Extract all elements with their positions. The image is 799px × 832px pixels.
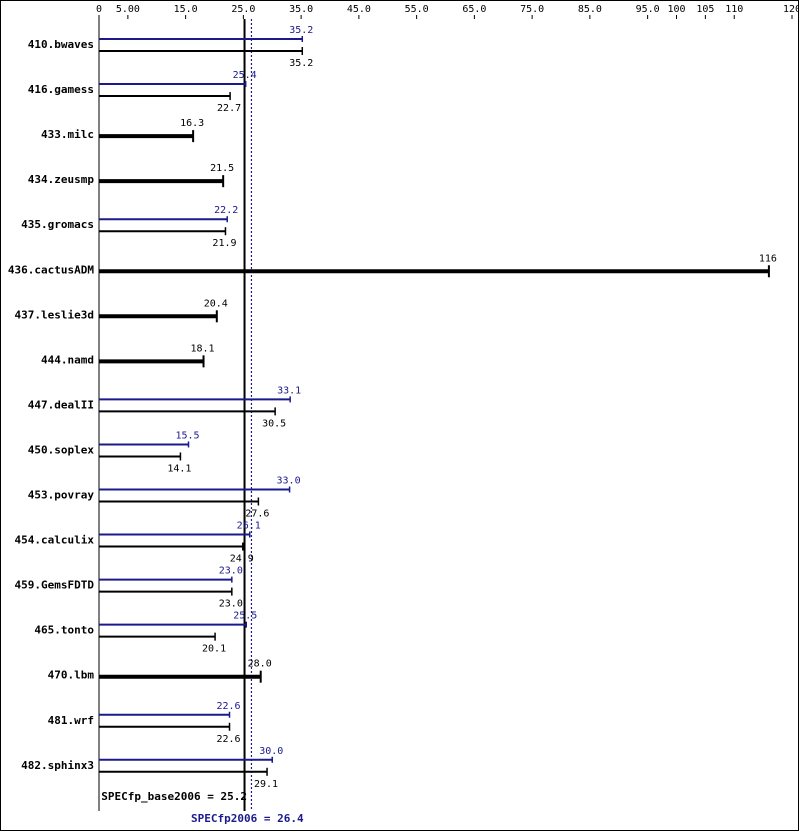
peak-value-label: 33.1 — [277, 385, 301, 396]
base-value-label: 22.7 — [217, 103, 241, 114]
base-value-label: 21.5 — [210, 163, 234, 174]
category-label: 482.sphinx3 — [21, 759, 94, 772]
peak-value-label: 25.5 — [233, 611, 257, 622]
category-label: 447.dealII — [28, 398, 94, 411]
category-label: 436.cactusADM — [8, 263, 94, 276]
base-value-label: 116 — [759, 253, 777, 264]
base-value-label: 20.4 — [204, 298, 228, 309]
x-tick-label: 65.0 — [462, 4, 486, 15]
base-value-label: 21.9 — [212, 238, 236, 249]
peak-value-label: 25.4 — [233, 70, 257, 81]
category-label: 465.tonto — [34, 624, 94, 637]
x-tick-label: 105 — [696, 4, 714, 15]
peak-value-label: 35.2 — [289, 25, 313, 36]
base-score-label: SPECfp_base2006 = 25.2 — [101, 790, 247, 803]
category-label: 450.soplex — [28, 443, 95, 456]
category-label: 433.milc — [41, 128, 94, 141]
x-tick-label: 25.0 — [231, 4, 255, 15]
category-label: 470.lbm — [48, 669, 95, 682]
peak-value-label: 30.0 — [259, 746, 283, 757]
base-value-label: 23.0 — [219, 599, 243, 610]
category-label: 434.zeusmp — [28, 173, 95, 186]
base-value-label: 22.6 — [216, 734, 240, 745]
category-label: 481.wrf — [48, 714, 94, 727]
x-tick-label: 45.0 — [347, 4, 371, 15]
base-value-label: 28.0 — [248, 659, 272, 670]
category-label: 444.namd — [41, 353, 94, 366]
base-value-label: 20.1 — [202, 644, 226, 655]
category-label: 459.GemsFDTD — [15, 579, 95, 592]
x-tick-label: 100 — [667, 4, 685, 15]
x-tick-label: 35.0 — [289, 4, 313, 15]
peak-score-label: SPECfp2006 = 26.4 — [191, 812, 304, 825]
base-value-label: 16.3 — [180, 118, 204, 129]
x-tick-label: 120 — [783, 4, 799, 15]
category-label: 453.povray — [28, 489, 95, 502]
x-tick-label: 0 — [96, 4, 102, 15]
base-value-label: 29.1 — [254, 779, 278, 790]
category-label: 435.gromacs — [21, 218, 94, 231]
category-label: 410.bwaves — [28, 38, 94, 51]
x-tick-label: 15.0 — [174, 4, 198, 15]
base-value-label: 18.1 — [190, 343, 214, 354]
peak-value-label: 23.0 — [219, 566, 243, 577]
base-value-label: 24.9 — [230, 554, 254, 565]
category-label: 437.leslie3d — [15, 308, 94, 321]
peak-value-label: 22.6 — [216, 701, 240, 712]
x-tick-label: 5.00 — [116, 4, 140, 15]
x-tick-label: 85.0 — [578, 4, 602, 15]
peak-value-label: 33.0 — [277, 476, 301, 487]
peak-value-label: 22.2 — [214, 205, 238, 216]
x-tick-label: 55.0 — [405, 4, 429, 15]
base-value-label: 35.2 — [289, 58, 313, 69]
x-tick-label: 110 — [725, 4, 743, 15]
base-value-label: 27.6 — [245, 509, 269, 520]
x-tick-label: 95.0 — [636, 4, 660, 15]
base-value-label: 14.1 — [167, 463, 191, 474]
base-value-label: 30.5 — [262, 418, 286, 429]
category-label: 416.gamess — [28, 83, 94, 96]
peak-value-label: 26.1 — [237, 521, 261, 532]
peak-value-label: 15.5 — [175, 430, 199, 441]
category-label: 454.calculix — [15, 534, 95, 547]
x-tick-label: 75.0 — [520, 4, 544, 15]
